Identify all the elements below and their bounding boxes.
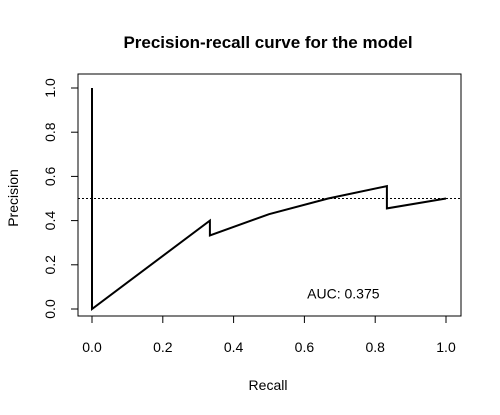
y-tick-label: 0.0 [42, 299, 58, 319]
plot-area-border [77, 73, 462, 317]
x-tick-label: 1.0 [436, 339, 456, 355]
x-tick-label: 0.0 [82, 339, 102, 355]
y-tick-label: 0.6 [42, 166, 58, 186]
chart-title: Precision-recall curve for the model [123, 33, 412, 52]
x-axis: 0.0 0.2 0.4 0.6 0.8 1.0 [82, 315, 456, 355]
series-line-0 [91, 88, 447, 311]
y-axis: 0.0 0.2 0.4 0.6 0.8 1.0 [42, 78, 79, 319]
x-tick-label: 0.2 [153, 339, 173, 355]
curve-series [91, 88, 447, 311]
x-tick-label: 0.8 [365, 339, 385, 355]
y-tick-label: 0.8 [42, 122, 58, 142]
auc-annotation: AUC: 0.375 [307, 286, 380, 302]
y-tick-label: 1.0 [42, 78, 58, 98]
x-tick-label: 0.4 [224, 339, 244, 355]
x-tick-label: 0.6 [295, 339, 315, 355]
x-axis-label: Recall [249, 377, 288, 393]
y-tick-label: 0.2 [42, 255, 58, 275]
y-tick-label: 0.4 [42, 211, 58, 231]
y-axis-label: Precision [5, 169, 21, 227]
